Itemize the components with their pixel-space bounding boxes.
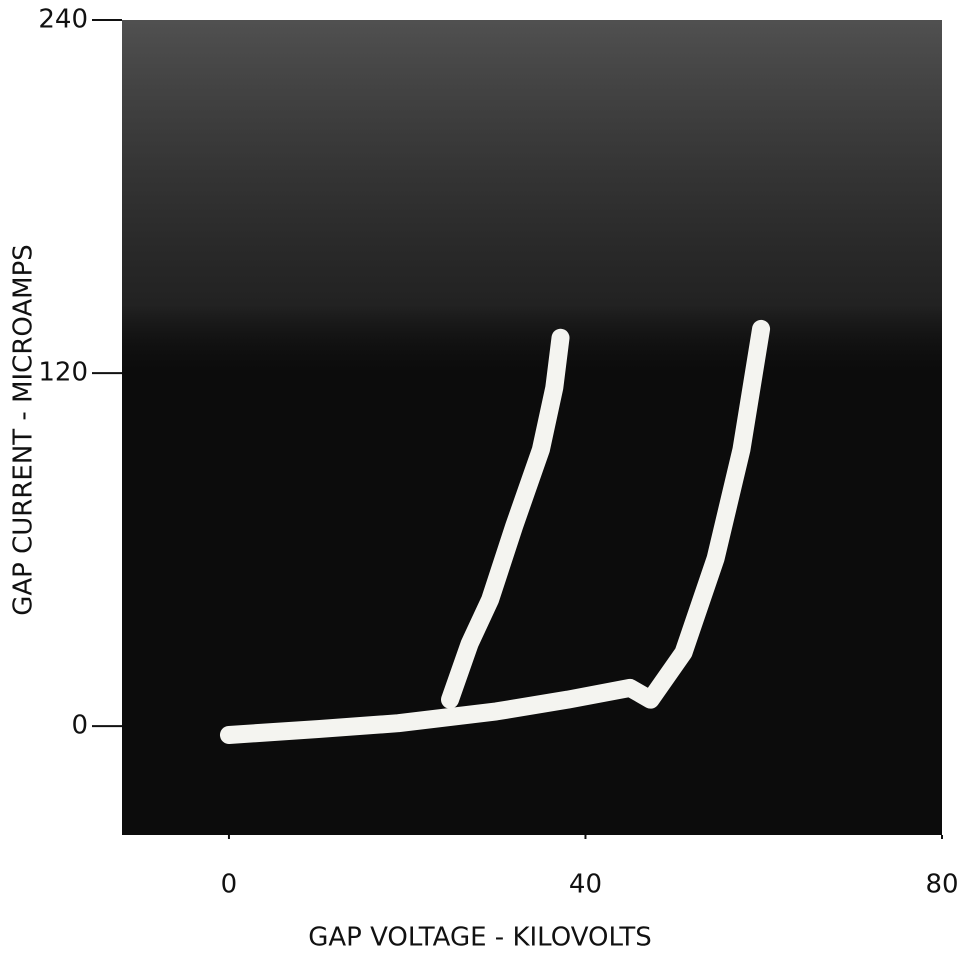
y-tick-label: 120 bbox=[38, 358, 88, 388]
y-axis-label: GAP CURRENT - MICROAMPS bbox=[9, 244, 39, 616]
trace bbox=[441, 328, 570, 709]
x-tick-label: 80 bbox=[925, 870, 958, 900]
y-tick-label: 0 bbox=[71, 711, 88, 741]
trace bbox=[219, 319, 771, 744]
x-axis-label: GAP VOLTAGE - KILOVOLTS bbox=[308, 923, 652, 953]
x-tick-label: 40 bbox=[569, 870, 602, 900]
x-tick-label: 0 bbox=[221, 870, 238, 900]
y-tick-label: 240 bbox=[38, 5, 88, 35]
